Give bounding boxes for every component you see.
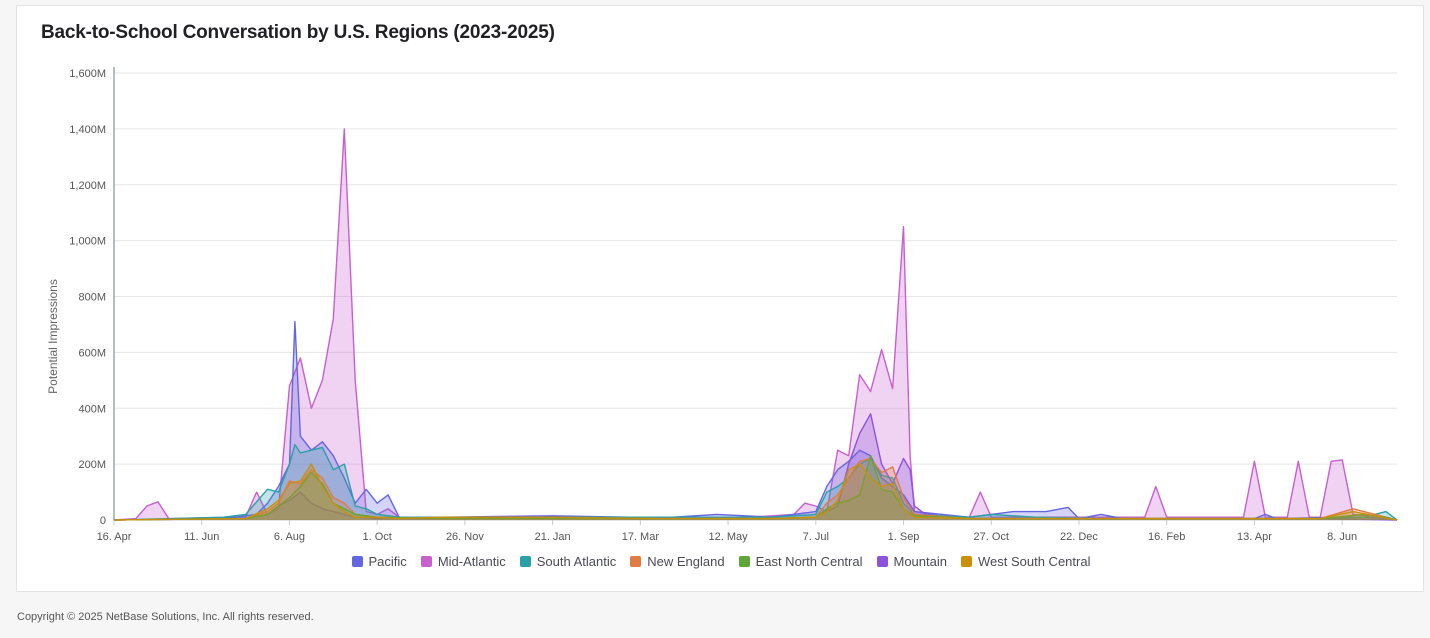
x-tick-label: 26. Nov [446,531,484,543]
legend-item-mid-atlantic[interactable]: Mid-Atlantic [420,554,506,569]
legend-item-south-atlantic[interactable]: South Atlantic [519,554,617,569]
copyright-footer: Copyright © 2025 NetBase Solutions, Inc.… [17,611,314,623]
chart-legend: Pacific Mid-Atlantic South Atlantic New Eng… [17,554,1425,569]
series-line-west-south-central [113,463,1398,521]
legend-item-east-north-central[interactable]: East North Central [738,554,863,569]
x-tick-label: 13. Apr [1237,531,1272,543]
legend-item-mountain[interactable]: Mountain [876,554,947,569]
x-tick-label: 12. May [709,531,749,543]
y-tick-label: 0 [100,515,106,527]
legend-item-west-south-central[interactable]: West South Central [960,554,1091,569]
x-tick-label: 1. Oct [363,531,392,543]
x-tick-label: 21. Jan [535,531,571,543]
legend-label: Mountain [893,554,947,569]
y-tick-label: 600M [78,347,106,359]
legend-swatch [738,556,750,567]
y-tick-label: 1,000M [69,236,106,248]
x-tick-label: 16. Feb [1148,531,1185,543]
legend-swatch [630,556,642,567]
x-tick-label: 22. Dec [1060,531,1098,543]
y-axis-title: Potential Impressions [46,279,60,394]
y-tick-label: 1,400M [69,124,106,136]
x-tick-label: 1. Sep [888,531,920,543]
x-tick-label: 6. Aug [274,531,305,543]
legend-swatch [876,556,888,567]
legend-swatch [351,556,363,567]
legend-item-pacific[interactable]: Pacific [351,554,407,569]
x-tick-label: 7. Jul [803,531,829,543]
series-line-south-atlantic [113,443,1398,521]
legend-item-new-england[interactable]: New England [630,554,725,569]
y-tick-label: 200M [78,459,106,471]
y-tick-label: 400M [78,403,106,415]
y-tick-label: 1,200M [69,180,106,192]
chart-card: Back-to-School Conversation by U.S. Regi… [16,5,1424,592]
x-tick-label: 27. Oct [974,531,1009,543]
y-tick-label: 1,600M [69,68,106,80]
x-tick-label: 11. Jun [184,531,219,543]
legend-label: South Atlantic [536,554,617,569]
legend-swatch [519,556,531,567]
legend-swatch [960,556,972,567]
x-tick-label: 16. Apr [97,531,132,543]
chart-title: Back-to-School Conversation by U.S. Regi… [41,22,555,43]
legend-swatch [420,556,432,567]
area-chart: 0 200M 400M 600M 800M 1,000M 1,200M 1,400M 1,600… [46,67,1398,543]
legend-label: East North Central [755,554,863,569]
x-tick-label: 17. Mar [622,531,660,543]
legend-label: New England [647,554,725,569]
x-tick-label: 8. Jun [1327,531,1357,543]
y-tick-label: 800M [78,292,106,304]
legend-label: West South Central [977,554,1091,569]
legend-label: Pacific [368,554,407,569]
legend-label: Mid-Atlantic [437,554,506,569]
